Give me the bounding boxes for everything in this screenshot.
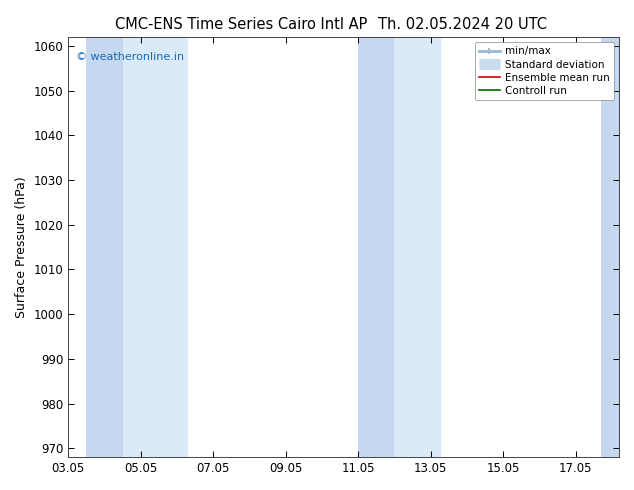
Bar <box>394 37 441 457</box>
Legend: min/max, Standard deviation, Ensemble mean run, Controll run: min/max, Standard deviation, Ensemble me… <box>475 42 614 100</box>
Bar <box>122 37 188 457</box>
Text: © weatheronline.in: © weatheronline.in <box>77 52 184 62</box>
Bar <box>86 37 122 457</box>
Text: Th. 02.05.2024 20 UTC: Th. 02.05.2024 20 UTC <box>378 17 547 32</box>
Bar <box>358 37 394 457</box>
Y-axis label: Surface Pressure (hPa): Surface Pressure (hPa) <box>15 176 28 318</box>
Text: CMC-ENS Time Series Cairo Intl AP: CMC-ENS Time Series Cairo Intl AP <box>115 17 367 32</box>
Bar <box>601 37 619 457</box>
